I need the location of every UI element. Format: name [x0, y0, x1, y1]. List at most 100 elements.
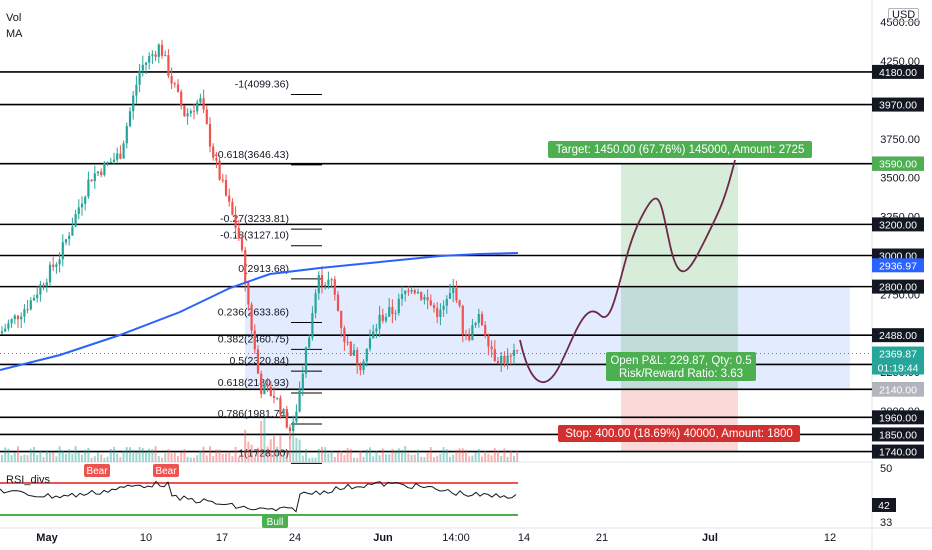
candle-body	[378, 314, 381, 329]
level-tag	[872, 279, 924, 294]
volume-bar	[474, 452, 477, 462]
rsi-tick: 50	[880, 463, 892, 475]
volume-bar	[26, 455, 29, 462]
candle-body	[279, 397, 282, 415]
level-tag-text: 1960.00	[879, 412, 917, 424]
level-tag-text: 2488.00	[879, 330, 917, 342]
volume-bar	[311, 457, 314, 462]
pnl-label-text: Open P&L: 229.87, Qty: 0.5	[610, 355, 751, 367]
volume-bar	[481, 456, 483, 462]
volume-bar	[113, 446, 115, 462]
stop-label-text: Stop: 400.00 (18.69%) 40000, Amount: 180…	[565, 428, 793, 440]
candle-body	[68, 235, 71, 240]
volume-bar	[87, 448, 90, 462]
fib-label: 0.618(2180.93)	[218, 377, 289, 389]
volume-bar	[372, 456, 375, 462]
candle-body	[106, 162, 109, 164]
candle-body	[330, 279, 333, 281]
fib-label: 1(1728.00)	[238, 447, 289, 459]
candle-body	[231, 201, 234, 215]
volume-bar	[20, 455, 23, 462]
volume-bar	[10, 455, 13, 462]
volume-bar	[132, 449, 135, 462]
fib-label: 0.5(2320.84)	[229, 355, 289, 367]
candle-body	[244, 250, 247, 283]
candle-body	[32, 298, 36, 301]
candle-body	[295, 411, 298, 422]
volume-bar	[23, 454, 26, 462]
candle-body	[64, 239, 68, 243]
candle-body	[7, 323, 10, 329]
candle-body	[61, 242, 64, 260]
candle-body	[93, 173, 96, 182]
volume-bar	[455, 450, 458, 462]
candle-body	[391, 307, 394, 314]
volume-bar	[177, 456, 179, 462]
level-tag	[872, 217, 924, 232]
candle-body	[160, 44, 164, 56]
level-tag-text: 1850.00	[879, 429, 917, 441]
volume-bar	[295, 437, 298, 462]
volume-bar	[429, 447, 432, 462]
target-label: Target: 1450.00 (67.76%) 145000, Amount:…	[548, 141, 812, 158]
target-zone	[621, 163, 738, 390]
candle-body	[458, 300, 461, 306]
candle-body	[100, 171, 103, 176]
candle-body	[397, 298, 400, 313]
price-tick: 4500.00	[880, 17, 920, 29]
volume-bar	[407, 453, 410, 462]
candle-body	[327, 279, 330, 286]
candle-body	[484, 325, 487, 336]
volume-bar	[484, 450, 487, 462]
candle-body	[384, 316, 388, 321]
volume-bar	[503, 448, 506, 462]
candle-body	[48, 264, 52, 283]
candle-body	[109, 161, 112, 163]
volume-bar	[257, 447, 259, 462]
candle-body	[151, 54, 154, 56]
candle-body	[272, 396, 276, 398]
candle-body	[189, 110, 192, 114]
candle-body	[420, 291, 423, 300]
time-label: Jul	[702, 532, 718, 544]
volume-bar	[221, 453, 224, 462]
rsi-value-badge	[872, 498, 896, 512]
level-tag	[872, 97, 924, 112]
volume-bar	[487, 453, 490, 462]
candle-body	[148, 55, 151, 63]
candle-body	[132, 95, 135, 112]
candle-body	[29, 300, 32, 310]
volume-bar	[81, 454, 83, 462]
level-tag	[872, 410, 924, 425]
currency-label[interactable]: USD	[888, 8, 920, 22]
candle-body	[372, 331, 375, 339]
candle-body	[368, 338, 372, 349]
fib-label: 0.786(1981.74)	[218, 408, 289, 420]
volume-bar	[33, 446, 35, 462]
price-tick: 3750.00	[880, 134, 920, 146]
volume-bar	[497, 451, 499, 462]
volume-bar	[90, 457, 93, 462]
rsi-tick: 33	[880, 517, 892, 529]
price-badge	[872, 156, 924, 171]
time-label: 17	[216, 532, 228, 544]
volume-bar	[42, 456, 45, 462]
rsi-label: RSI_divs	[6, 474, 51, 486]
target-label-bg	[548, 141, 812, 158]
candle-body	[416, 291, 420, 294]
candle-body	[375, 328, 378, 332]
volume-bar	[129, 447, 131, 462]
candle-body	[173, 83, 176, 85]
volume-bar	[202, 446, 205, 462]
volume-bar	[263, 418, 266, 462]
candle-body	[400, 294, 404, 299]
rsi-pane: Bear Bear Bull	[0, 464, 518, 528]
rsi-value-text: 42	[878, 500, 890, 512]
candle-body	[77, 207, 80, 214]
volume-bar	[359, 450, 362, 462]
volume-bar	[439, 453, 442, 462]
candle-body	[436, 307, 439, 317]
